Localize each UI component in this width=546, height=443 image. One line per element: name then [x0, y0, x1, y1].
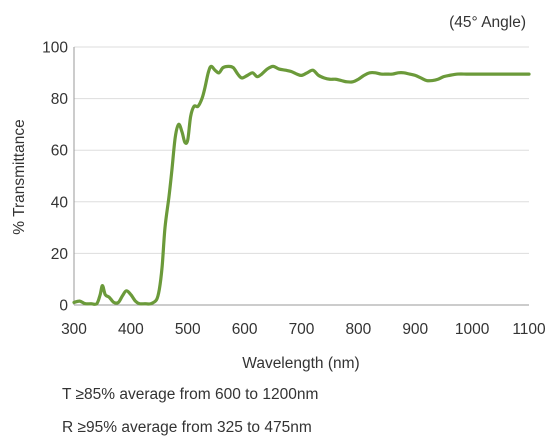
transmittance-series-line — [72, 64, 531, 306]
x-tick-label: 800 — [345, 321, 371, 338]
y-tick-label: 0 — [59, 298, 68, 315]
x-tick-label: 300 — [61, 321, 87, 338]
y-tick-labels: 0 20 40 60 80 100 — [42, 40, 68, 315]
y-tick-label: 100 — [42, 40, 68, 57]
x-tick-label: 500 — [175, 321, 201, 338]
x-tick-label: 1000 — [455, 321, 490, 338]
reflection-note: R ≥95% average from 325 to 475nm — [62, 419, 312, 436]
x-tick-label: 1100 — [512, 321, 546, 338]
y-tick-label: 60 — [51, 143, 69, 160]
series-group — [72, 64, 531, 306]
y-gridlines — [74, 46, 529, 254]
y-axis-label: % Transmittance — [11, 119, 28, 234]
x-tick-label: 600 — [232, 321, 258, 338]
x-axis-label: Wavelength (nm) — [242, 355, 359, 372]
x-tick-label: 400 — [118, 321, 144, 338]
y-tick-label: 20 — [51, 246, 69, 263]
transmittance-chart: (45° Angle) 0 20 40 60 80 100 300 400 500 600 700… — [11, 14, 546, 372]
x-tick-label: 700 — [289, 321, 315, 338]
transmission-note: T ≥85% average from 600 to 1200nm — [62, 386, 319, 403]
angle-annotation: (45° Angle) — [449, 14, 526, 31]
x-tick-labels: 300 400 500 600 700 800 900 1000 1100 — [61, 321, 546, 338]
y-tick-label: 80 — [51, 91, 69, 108]
y-tick-label: 40 — [51, 194, 69, 211]
x-tick-label: 900 — [402, 321, 428, 338]
